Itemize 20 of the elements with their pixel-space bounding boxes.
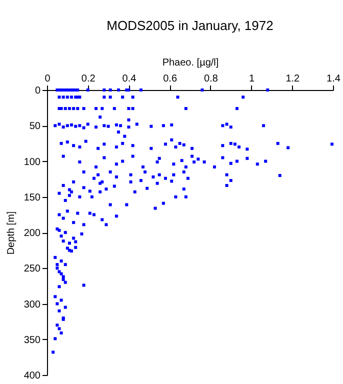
x-tick-label: 0.4	[122, 74, 137, 84]
x-tick-label: 1.4	[326, 74, 341, 84]
y-tick-label: 100	[24, 156, 41, 168]
y-axis-title: Depth [m]	[6, 211, 17, 255]
x-tick-label: 0	[44, 74, 51, 84]
y-tick-label: 300	[24, 299, 41, 310]
x-tick-label: 1	[249, 74, 256, 84]
y-tick-label: 400	[24, 370, 41, 382]
y-tick-label: 250	[24, 264, 41, 275]
x-tick-label: 0.6	[163, 74, 178, 84]
x-tick-label: 0.8	[204, 74, 218, 84]
y-tick-label: 50	[29, 121, 41, 132]
x-tick-label: 0.2	[81, 74, 96, 84]
y-tick-label: 350	[24, 334, 41, 346]
y-tick-label: 200	[24, 228, 41, 239]
y-tick-label: 0	[34, 86, 41, 96]
x-axis-title: Phaeo. [µg/l]	[162, 58, 219, 68]
x-tick-label: 1.2	[286, 74, 300, 84]
chart-title: MODS2005 in January, 1972	[106, 18, 274, 33]
y-tick-label: 150	[24, 192, 41, 204]
